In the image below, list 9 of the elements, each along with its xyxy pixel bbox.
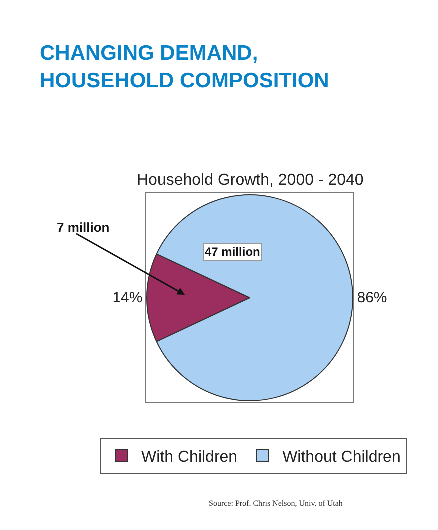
legend-label: Without Children [282,449,401,466]
text: 7 million [57,220,110,235]
data-label: 86% [357,290,388,306]
text: 47 million [205,245,260,259]
source-note: Source: Prof. Chris Nelson, Univ. of Utah [209,499,343,508]
legend-label: With Children [142,449,238,466]
data-label: 14% [112,290,143,306]
chart-title: CHANGING DEMAND, HOUSEHOLD COMPOSITION [40,42,330,92]
chart-subtitle: Household Growth, 2000 - 2040 [137,172,364,189]
